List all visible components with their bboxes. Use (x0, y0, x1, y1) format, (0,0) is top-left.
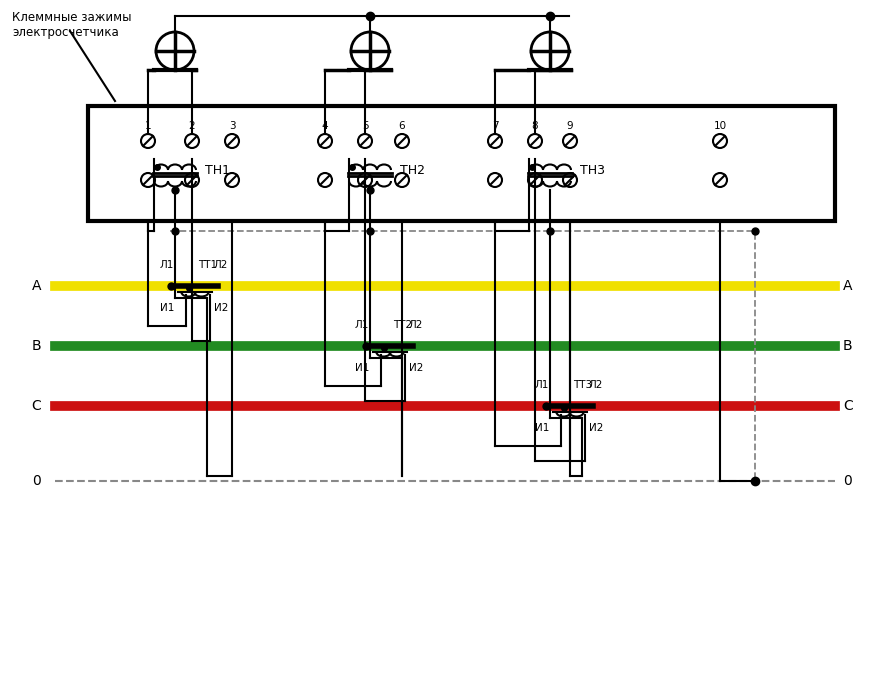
Text: 3: 3 (228, 121, 236, 131)
Text: И2: И2 (589, 423, 603, 433)
Text: ТТ2: ТТ2 (393, 320, 412, 330)
Text: И1: И1 (159, 303, 174, 313)
Text: Л1: Л1 (355, 320, 369, 330)
Text: 8: 8 (531, 121, 538, 131)
Text: И1: И1 (355, 363, 369, 373)
Text: 0: 0 (32, 474, 41, 488)
Text: 6: 6 (399, 121, 405, 131)
Text: И2: И2 (409, 363, 423, 373)
Text: Л1: Л1 (535, 380, 549, 390)
Text: 7: 7 (492, 121, 498, 131)
Text: B: B (843, 339, 853, 353)
Text: C: C (31, 399, 41, 413)
Text: A: A (843, 279, 852, 293)
Text: Л2: Л2 (214, 260, 228, 270)
Text: 9: 9 (566, 121, 573, 131)
Text: Л2: Л2 (589, 380, 603, 390)
Text: И2: И2 (214, 303, 228, 313)
Text: ТН1: ТН1 (205, 164, 230, 176)
Text: ТТ3: ТТ3 (573, 380, 592, 390)
Text: 0: 0 (843, 474, 852, 488)
Text: 1: 1 (144, 121, 151, 131)
Text: И1: И1 (535, 423, 549, 433)
Text: ТН3: ТН3 (580, 164, 605, 176)
Text: C: C (843, 399, 853, 413)
Text: A: A (31, 279, 41, 293)
Text: Л1: Л1 (159, 260, 174, 270)
Text: ТН2: ТН2 (400, 164, 425, 176)
Bar (88, 106, 835, 221)
Text: ТТ1: ТТ1 (198, 260, 217, 270)
Text: Клеммные зажимы
электросчетчика: Клеммные зажимы электросчетчика (12, 11, 132, 39)
Text: Л2: Л2 (409, 320, 423, 330)
Text: 10: 10 (713, 121, 727, 131)
Text: B: B (31, 339, 41, 353)
Text: 4: 4 (322, 121, 328, 131)
Text: 5: 5 (362, 121, 368, 131)
Text: 2: 2 (189, 121, 195, 131)
